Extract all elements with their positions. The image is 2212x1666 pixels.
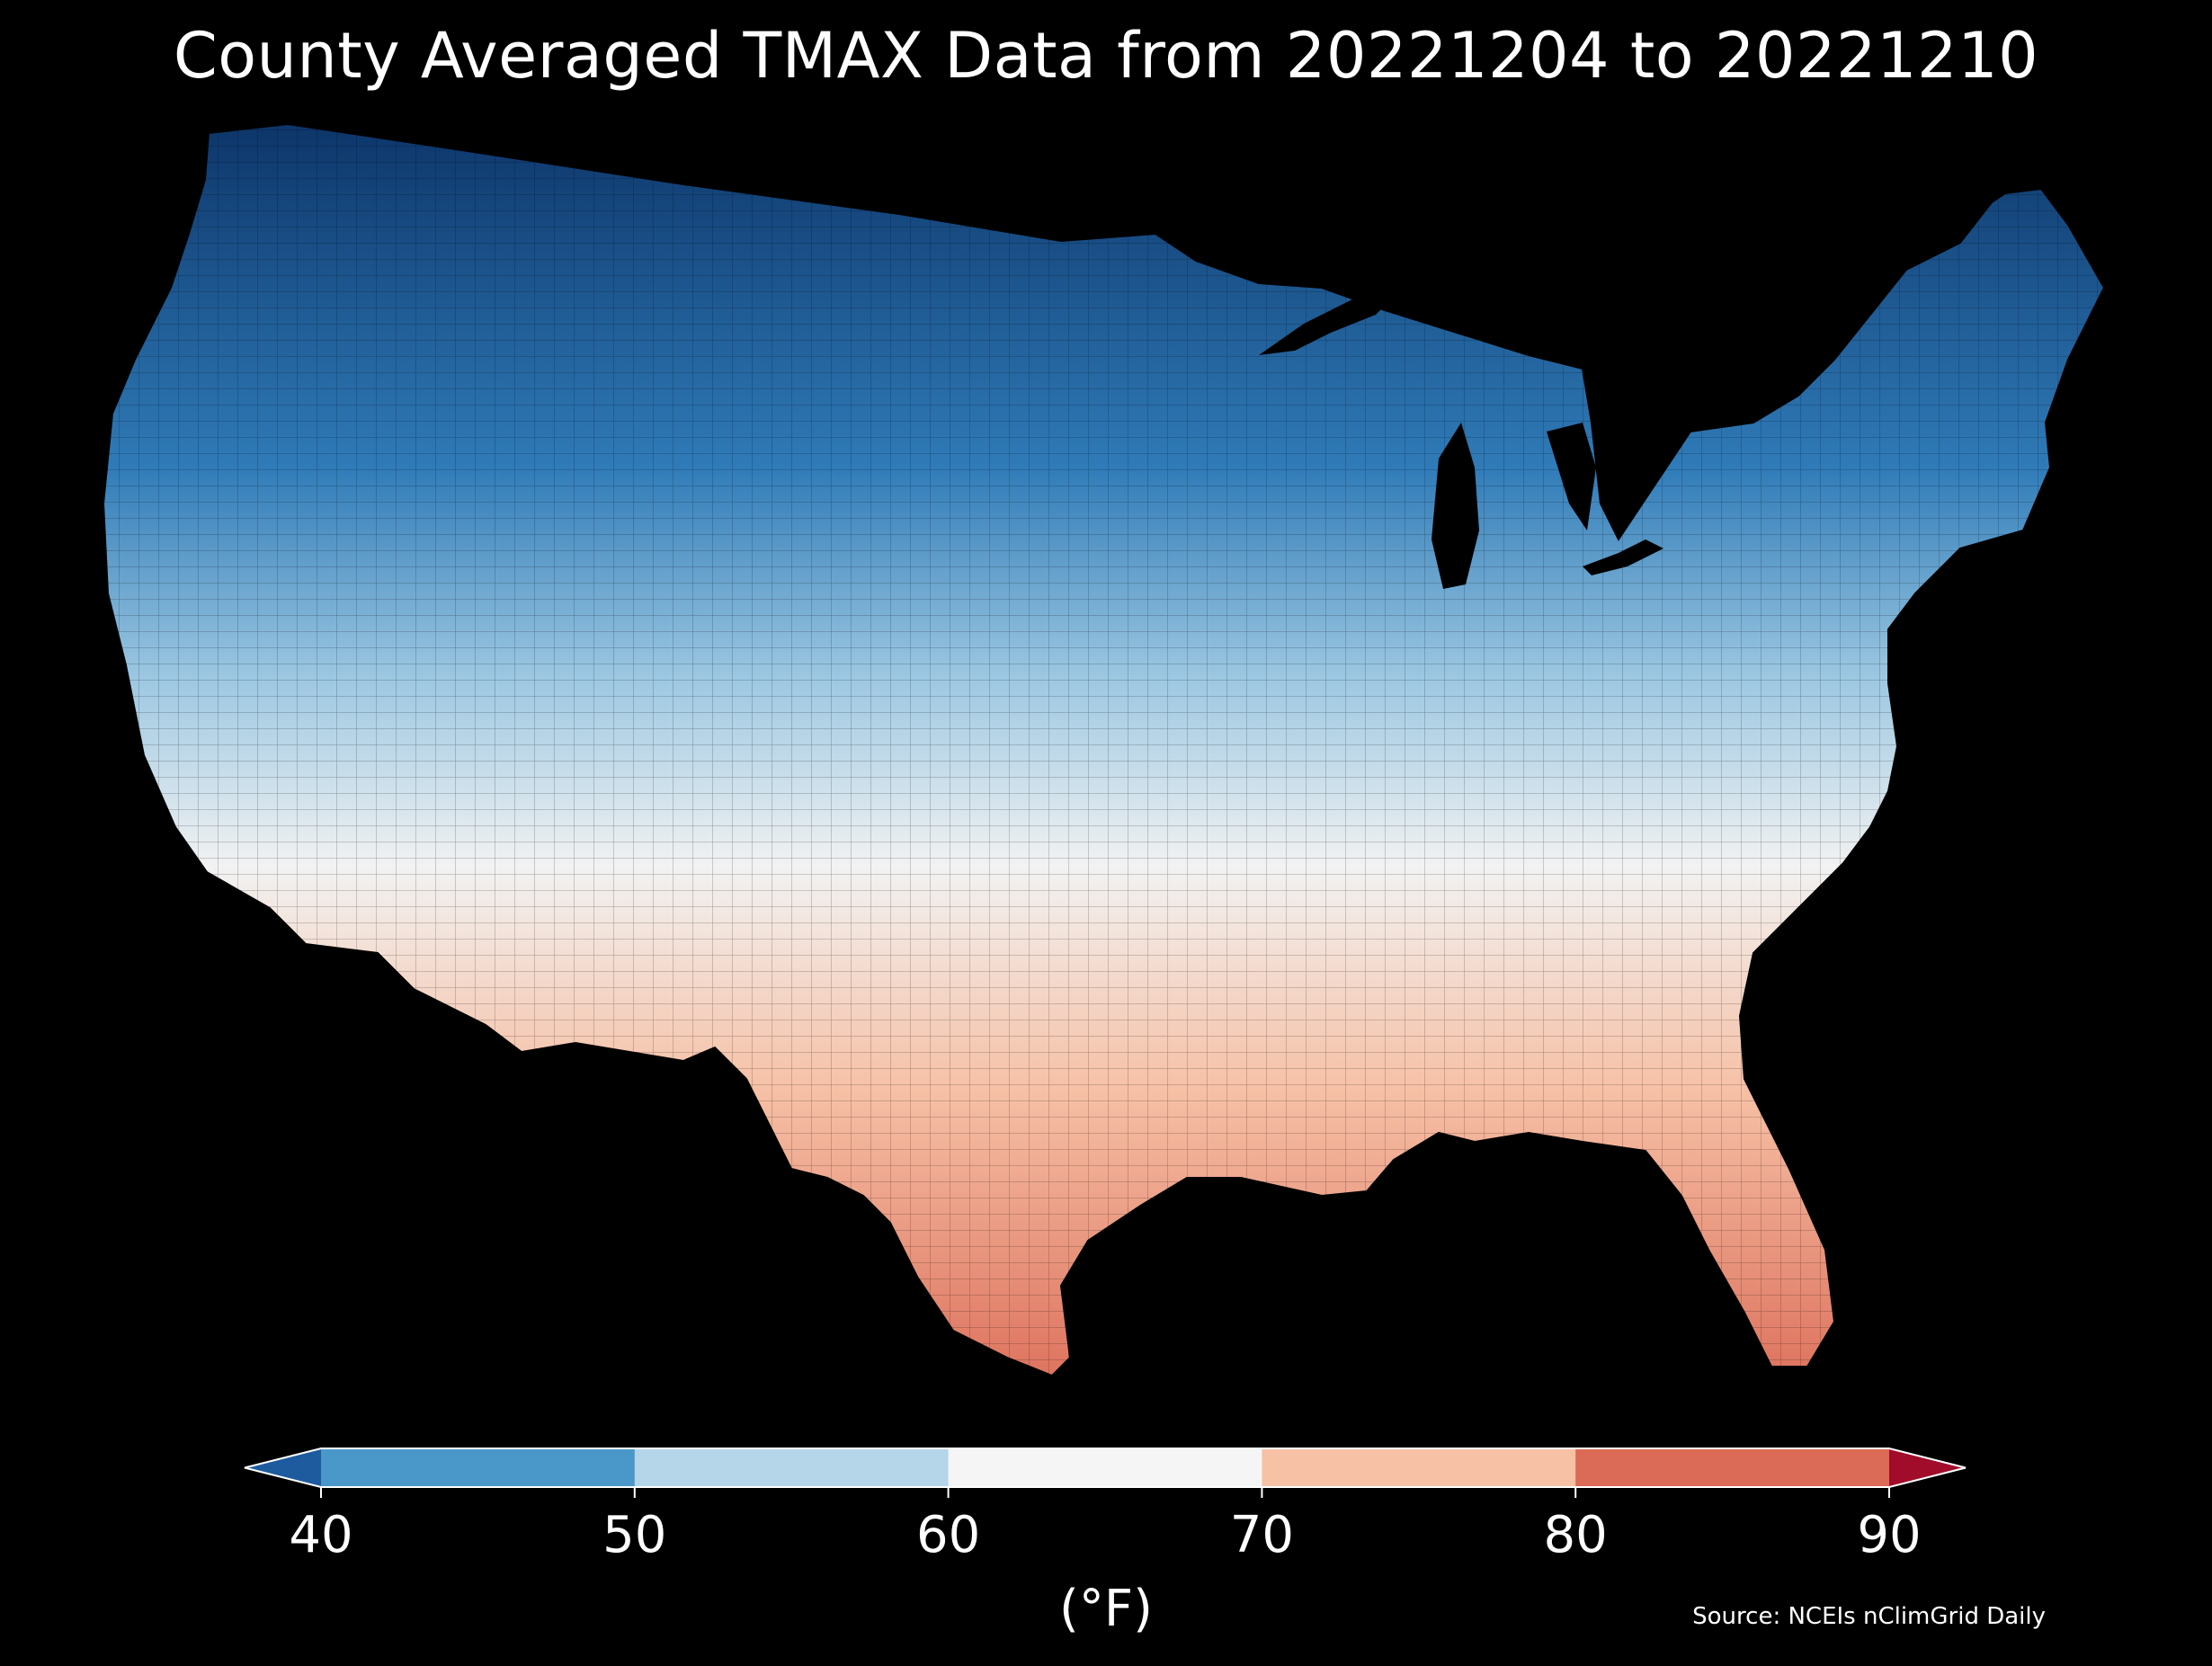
colorbar-segment-40-50 bbox=[321, 1448, 636, 1487]
colorbar bbox=[244, 1448, 1967, 1498]
colorbar-extend-low bbox=[245, 1448, 321, 1487]
lake-michigan bbox=[1432, 423, 1479, 589]
map-title: County Averaged TMAX Data from 20221204 … bbox=[173, 19, 2039, 93]
source-label: Source: NCEIs nClimGrid Daily bbox=[1692, 1603, 2046, 1630]
colorbar-tick-label: 80 bbox=[1543, 1506, 1608, 1564]
colorbar-extend-high bbox=[1889, 1448, 1966, 1487]
colorbar-tick-label: 90 bbox=[1857, 1506, 1922, 1564]
colorbar-segment-80-90 bbox=[1575, 1448, 1890, 1487]
colorbar-unit-label: (°F) bbox=[1059, 1580, 1153, 1638]
colorbar-tick-label: 70 bbox=[1229, 1506, 1295, 1564]
colorbar-segment-60-70 bbox=[948, 1448, 1262, 1487]
colorbar-segment-50-60 bbox=[634, 1448, 950, 1487]
colorbar-tick-label: 60 bbox=[915, 1506, 981, 1564]
lake-erie bbox=[1583, 539, 1663, 575]
colorbar-tick-label: 40 bbox=[289, 1506, 353, 1564]
lake-huron bbox=[1547, 423, 1596, 530]
colorbar-segment-70-80 bbox=[1262, 1448, 1576, 1487]
us-outline bbox=[102, 122, 2106, 1377]
colorbar-tick-label: 50 bbox=[602, 1506, 667, 1564]
